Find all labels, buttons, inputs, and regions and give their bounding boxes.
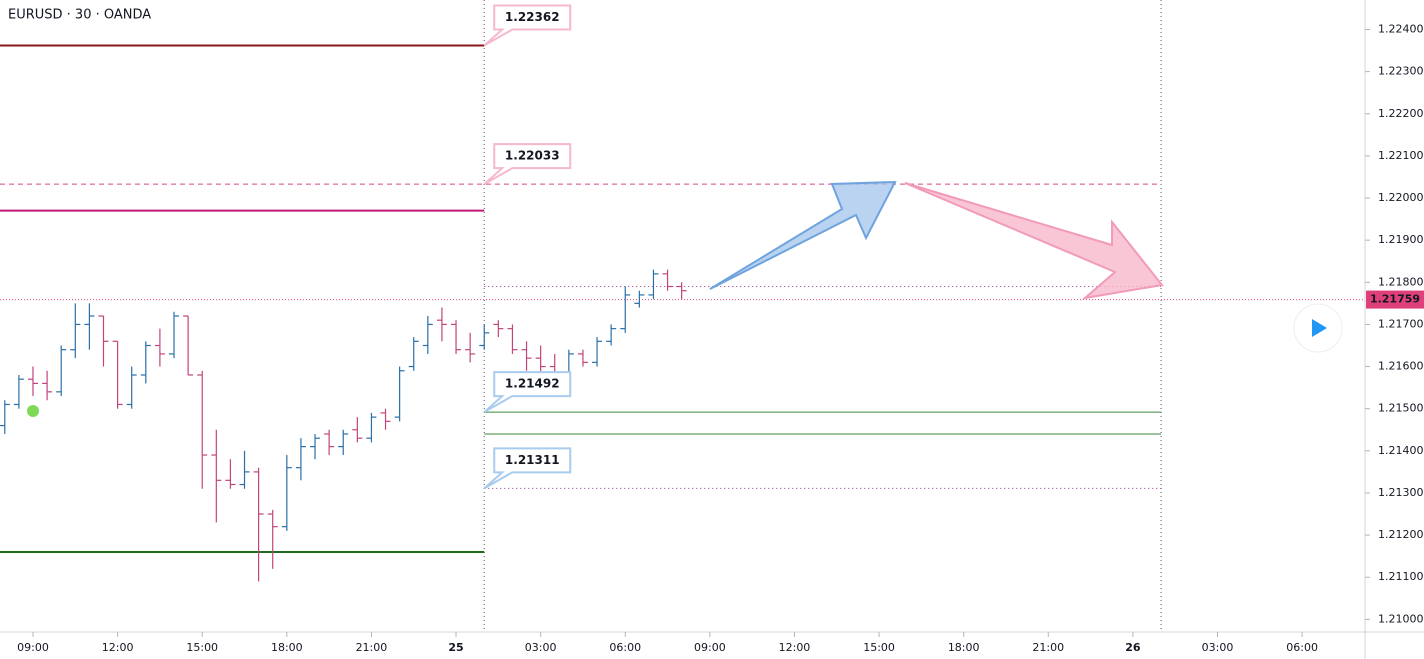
y-tick-label: 1.21800 [1378, 275, 1424, 288]
x-tick-label: 25 [448, 641, 463, 654]
x-tick-label: 15:00 [186, 641, 218, 654]
y-tick-label: 1.21500 [1378, 402, 1424, 415]
y-tick-label: 1.21100 [1378, 570, 1424, 583]
x-tick-label: 18:00 [271, 641, 303, 654]
x-tick-label: 06:00 [1286, 641, 1318, 654]
x-tick-label: 21:00 [356, 641, 388, 654]
x-tick-label: 03:00 [1202, 641, 1234, 654]
chart-title: EURUSD · 30 · OANDA [8, 8, 151, 23]
plot-area [0, 0, 1365, 632]
callout-box [483, 4, 572, 47]
y-tick-label: 1.21000 [1378, 612, 1424, 625]
x-tick-label: 12:00 [779, 641, 811, 654]
y-tick-label: 1.22300 [1378, 65, 1424, 78]
x-tick-label: 09:00 [17, 641, 49, 654]
callout-box [483, 143, 572, 185]
x-tick-label: 03:00 [525, 641, 557, 654]
up-arrow [709, 180, 897, 290]
x-tick-label: 18:00 [948, 641, 980, 654]
signal-dot [27, 405, 39, 417]
y-tick-label: 1.21600 [1378, 360, 1424, 373]
y-tick-label: 1.21900 [1378, 233, 1424, 246]
y-tick-label: 1.22400 [1378, 22, 1424, 35]
y-tick-label: 1.21200 [1378, 528, 1424, 541]
y-tick-label: 1.21300 [1378, 486, 1424, 499]
y-tick-label: 1.21400 [1378, 444, 1424, 457]
last-price-label: 1.21759 [1370, 293, 1420, 306]
y-tick-label: 1.21700 [1378, 317, 1424, 330]
y-tick-label: 1.22100 [1378, 149, 1424, 162]
play-icon [1312, 319, 1327, 337]
last-price-badge [1366, 290, 1424, 309]
callout-label: 1.21492 [505, 377, 560, 391]
y-tick-label: 1.22200 [1378, 107, 1424, 120]
callout-box [483, 371, 572, 413]
callout-box [483, 447, 572, 490]
callout-label: 1.21311 [505, 453, 560, 467]
callout-label: 1.22362 [505, 10, 560, 24]
x-tick-label: 26 [1125, 641, 1141, 654]
x-tick-label: 21:00 [1032, 641, 1064, 654]
x-tick-label: 12:00 [102, 641, 134, 654]
x-tick-label: 15:00 [863, 641, 895, 654]
x-tick-label: 09:00 [694, 641, 726, 654]
callout-label: 1.22033 [505, 149, 560, 163]
y-tick-label: 1.22000 [1378, 191, 1424, 204]
down-arrow [904, 182, 1164, 300]
x-tick-label: 06:00 [609, 641, 641, 654]
